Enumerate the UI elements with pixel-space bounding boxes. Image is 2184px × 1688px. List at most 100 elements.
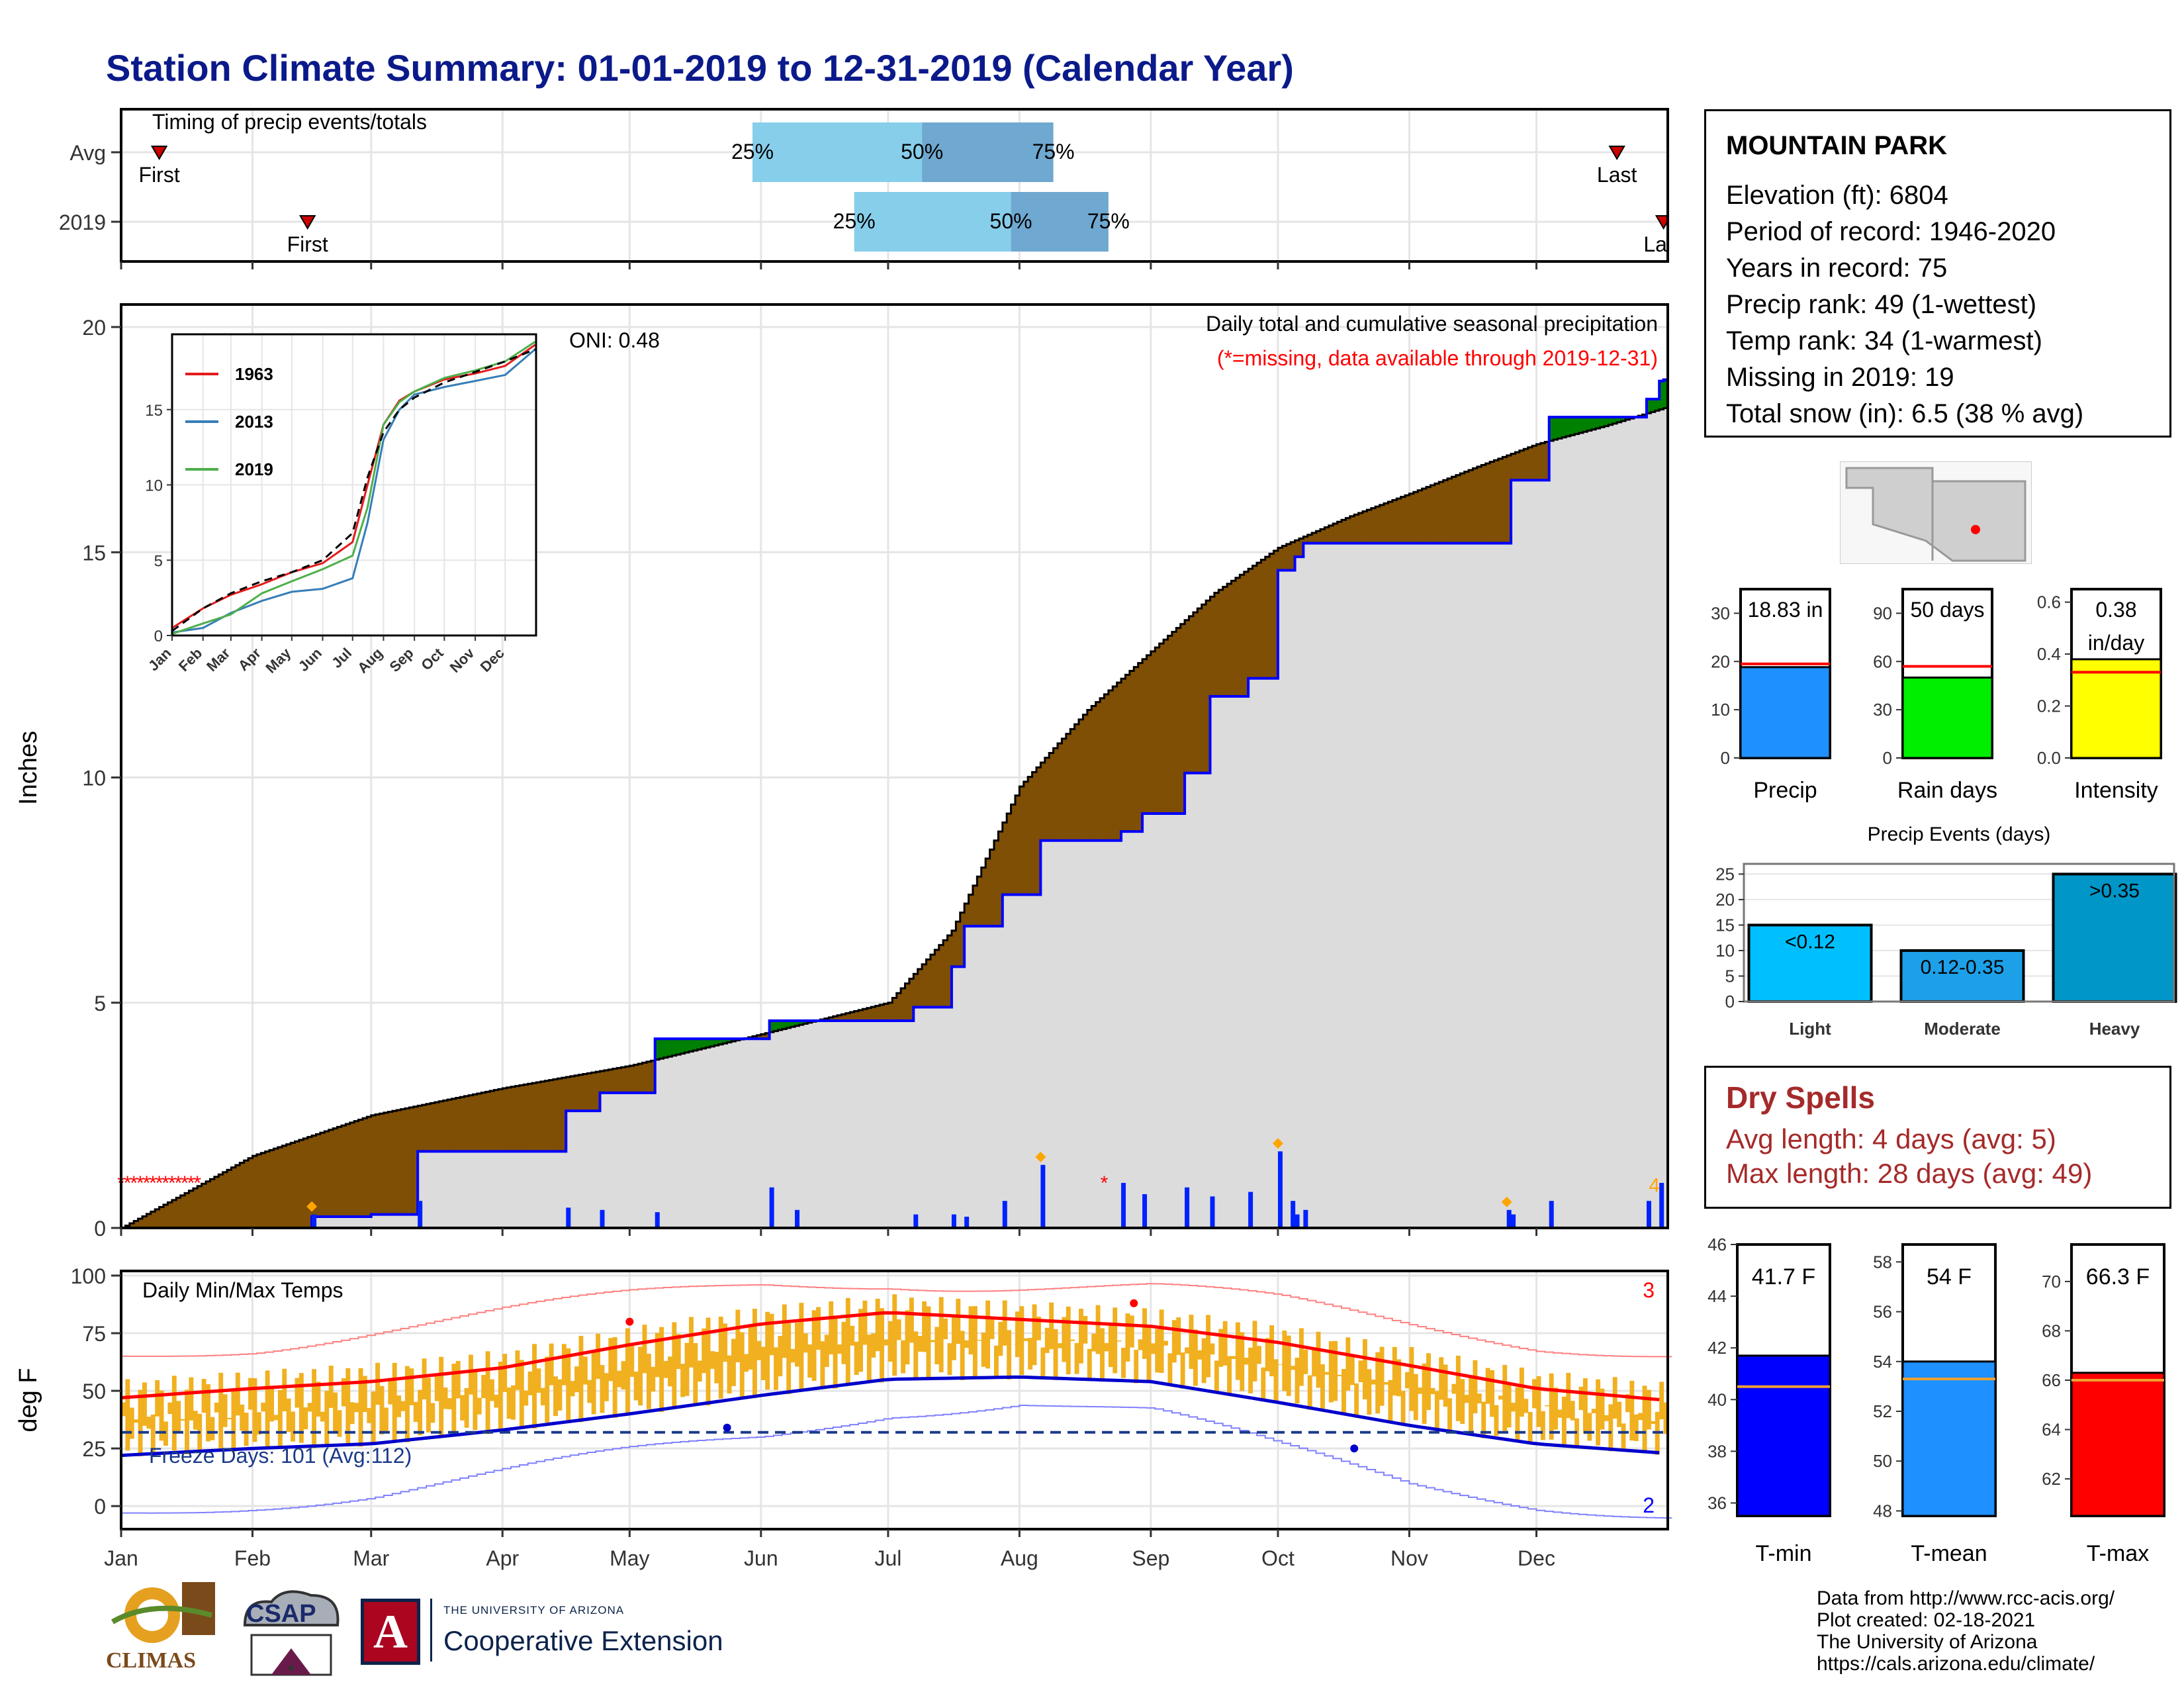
daily-temp-bar bbox=[964, 1340, 970, 1348]
daily-temp-bar bbox=[447, 1398, 452, 1409]
difference-fill bbox=[1095, 702, 1101, 841]
daily-temp-bar bbox=[807, 1344, 813, 1378]
daily-temp-bar bbox=[1358, 1360, 1363, 1383]
location-map bbox=[1840, 461, 2032, 564]
last-event-marker bbox=[1608, 146, 1625, 160]
difference-fill bbox=[1396, 498, 1402, 543]
daily-temp-bar bbox=[697, 1360, 702, 1382]
daily-temp-bar bbox=[1434, 1391, 1439, 1432]
difference-fill bbox=[587, 1073, 592, 1111]
summary-bar bbox=[1901, 677, 1993, 759]
daily-temp-bar bbox=[956, 1298, 961, 1344]
difference-fill bbox=[1104, 694, 1109, 841]
difference-fill bbox=[1604, 417, 1610, 426]
daily-temp-bar bbox=[1485, 1368, 1490, 1404]
daily-temp-bar bbox=[1028, 1338, 1033, 1370]
difference-fill bbox=[862, 1009, 868, 1021]
difference-fill bbox=[481, 1092, 486, 1152]
missing-marker: * bbox=[124, 1172, 132, 1194]
daily-temp-bar bbox=[176, 1401, 181, 1433]
missing-marker: * bbox=[161, 1172, 169, 1194]
summary-category-label: T-min bbox=[1756, 1541, 1812, 1566]
freeze-days-label: Freeze Days: 101 (Avg:112) bbox=[149, 1444, 412, 1468]
daily-temp-bar bbox=[922, 1301, 927, 1352]
daily-temp-bar bbox=[298, 1373, 304, 1443]
y-tick-label: 46 bbox=[1707, 1235, 1727, 1254]
summary-value-label: 18.83 in bbox=[1748, 598, 1823, 622]
daily-temp-bar bbox=[693, 1342, 698, 1405]
difference-fill bbox=[1252, 565, 1257, 679]
daily-precip-bar bbox=[795, 1209, 800, 1228]
daily-temp-bar bbox=[1375, 1352, 1381, 1414]
timing-bar-50-75 bbox=[922, 122, 1054, 182]
difference-fill bbox=[295, 1141, 300, 1228]
difference-fill bbox=[684, 1039, 690, 1053]
daily-temp-bar bbox=[1379, 1346, 1385, 1406]
difference-fill bbox=[1121, 679, 1126, 832]
dry-max-length: Max length: 28 days (avg: 49) bbox=[1726, 1158, 2093, 1189]
x-tick-label: Jan bbox=[104, 1546, 138, 1570]
daily-temp-bar bbox=[1248, 1347, 1253, 1393]
difference-fill bbox=[1434, 483, 1440, 543]
difference-fill bbox=[1273, 551, 1279, 679]
daily-temp-bar bbox=[409, 1368, 414, 1405]
summary-bar bbox=[1901, 1360, 1997, 1517]
daily-temp-bar bbox=[1218, 1329, 1224, 1367]
difference-fill bbox=[947, 935, 952, 1008]
daily-temp-bar bbox=[129, 1407, 134, 1439]
y-tick-label: 30 bbox=[1711, 603, 1730, 623]
daily-temp-bar bbox=[1540, 1411, 1545, 1440]
record-daily-marker bbox=[1272, 1138, 1283, 1149]
difference-fill bbox=[1536, 444, 1541, 481]
difference-fill bbox=[1367, 510, 1372, 543]
daily-temp-bar bbox=[1388, 1380, 1393, 1423]
daily-temp-bar bbox=[799, 1303, 804, 1391]
daily-temp-bar bbox=[1324, 1372, 1330, 1375]
daily-temp-bar bbox=[1494, 1405, 1499, 1436]
daily-temp-bar bbox=[1566, 1372, 1571, 1419]
daily-temp-bar bbox=[1150, 1343, 1156, 1354]
difference-fill bbox=[1375, 506, 1381, 543]
summary-value-label: 0.38 bbox=[2095, 598, 2136, 622]
difference-fill bbox=[307, 1137, 312, 1228]
daily-temp-bar bbox=[358, 1368, 363, 1447]
daily-temp-bar bbox=[1252, 1321, 1257, 1382]
daily-temp-bar bbox=[866, 1335, 872, 1382]
difference-fill bbox=[362, 1118, 368, 1217]
difference-fill bbox=[506, 1087, 512, 1152]
difference-fill bbox=[1235, 577, 1241, 697]
difference-fill bbox=[422, 1105, 427, 1152]
daily-temp-bar bbox=[1561, 1396, 1567, 1448]
difference-fill bbox=[248, 1158, 253, 1228]
difference-fill bbox=[1481, 465, 1486, 543]
inset-series-line bbox=[171, 348, 536, 632]
summary-value-label: 66.3 F bbox=[2086, 1264, 2150, 1289]
difference-fill bbox=[404, 1108, 410, 1215]
daily-precip-bar bbox=[964, 1216, 970, 1228]
difference-fill bbox=[240, 1162, 245, 1228]
difference-fill bbox=[206, 1181, 211, 1228]
daily-temp-bar bbox=[549, 1343, 554, 1385]
difference-fill bbox=[651, 1060, 656, 1093]
difference-fill bbox=[244, 1160, 249, 1228]
difference-fill bbox=[1320, 529, 1326, 543]
difference-fill bbox=[1062, 738, 1067, 841]
daily-temp-bar bbox=[985, 1300, 991, 1369]
daily-temp-bar bbox=[320, 1411, 325, 1422]
y-tick-label: 36 bbox=[1707, 1493, 1727, 1513]
difference-fill bbox=[527, 1084, 533, 1152]
difference-fill bbox=[1138, 663, 1143, 832]
difference-fill bbox=[1240, 575, 1245, 697]
clip-mask bbox=[1669, 99, 1694, 271]
daily-temp-bar bbox=[998, 1321, 1003, 1356]
difference-fill bbox=[964, 904, 970, 927]
daily-temp-bar bbox=[1354, 1383, 1359, 1418]
daily-temp-bar bbox=[748, 1324, 753, 1370]
daily-temp-bar bbox=[1316, 1331, 1321, 1388]
daily-temp-bar bbox=[443, 1387, 448, 1409]
daily-temp-bar bbox=[1426, 1353, 1431, 1411]
y-tick-label: 62 bbox=[2042, 1469, 2061, 1489]
daily-temp-bar bbox=[1464, 1395, 1469, 1403]
daily-temp-bar bbox=[1341, 1369, 1346, 1414]
daily-temp-bar bbox=[273, 1415, 279, 1421]
